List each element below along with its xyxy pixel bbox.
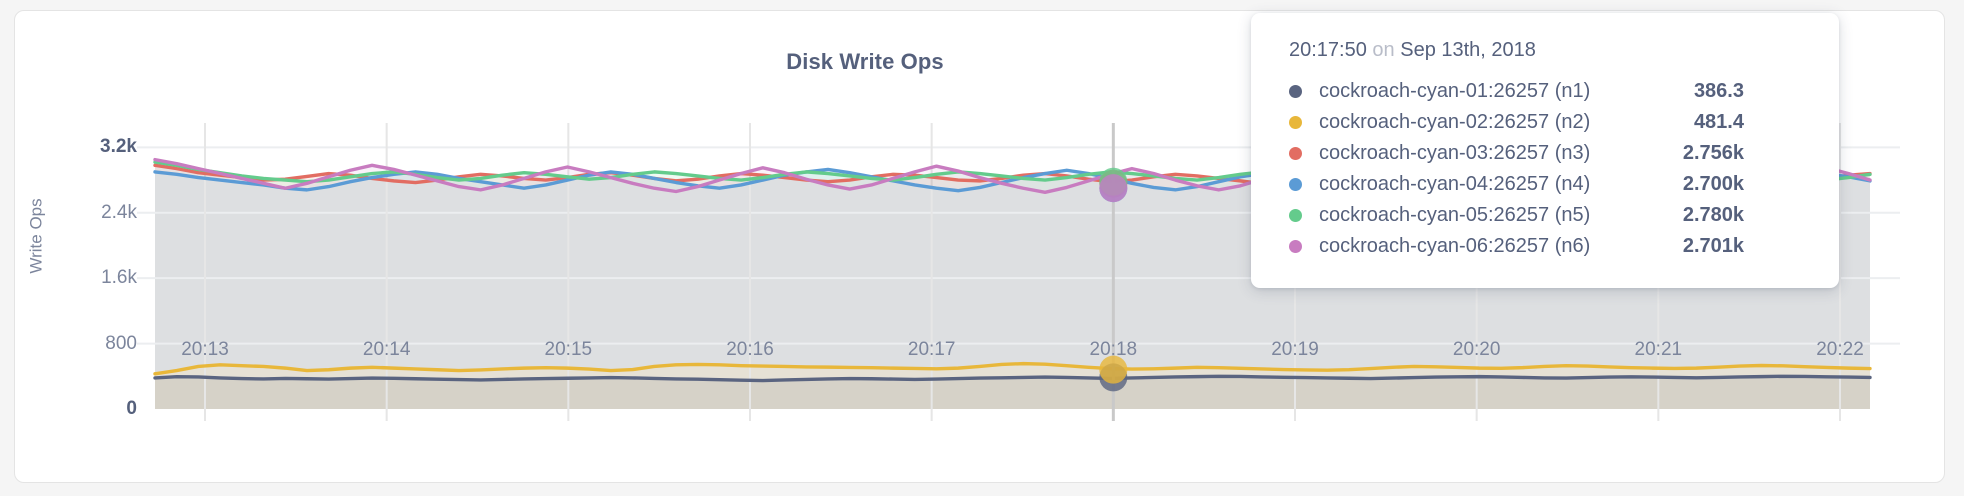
tooltip-series-value: 2.701k	[1682, 235, 1744, 257]
x-tick-label: 20:19	[1271, 339, 1319, 360]
x-tick-label: 20:13	[181, 339, 229, 360]
chart-card: Disk Write Ops 0 800 1.6k 2.4k 3.2k Write Op…	[14, 10, 1945, 483]
tooltip-series-value: 386.3	[1693, 80, 1744, 102]
x-tick-label: 20:20	[1452, 339, 1501, 360]
tooltip-series-value: 2.780k	[1682, 204, 1744, 226]
x-tick-label: 20:22	[1816, 339, 1864, 360]
n1-area-fill	[155, 376, 1870, 409]
tooltip-row: cockroach-cyan-03:26257 (n3) 2.756k	[1251, 138, 1839, 169]
hover-marker-n2	[1099, 355, 1128, 384]
hover-marker-n6	[1099, 174, 1128, 203]
tooltip-row: cockroach-cyan-05:26257 (n5) 2.780k	[1251, 200, 1839, 231]
tooltip-timestamp: 20:17:50 on Sep 13th, 2018	[1251, 39, 1839, 76]
tooltip-row: cockroach-cyan-06:26257 (n6) 2.701k	[1251, 231, 1839, 262]
y-axis-ticks: 0 800 1.6k 2.4k 3.2k	[45, 11, 137, 484]
y-tick-label: 2.4k	[101, 201, 137, 223]
x-tick-label: 20:14	[362, 339, 411, 360]
series-color-dot-icon	[1289, 178, 1302, 191]
series-color-dot-icon	[1289, 85, 1302, 98]
y-tick-label: 1.6k	[101, 267, 137, 289]
series-color-dot-icon	[1289, 240, 1302, 253]
series-color-dot-icon	[1289, 116, 1302, 129]
tooltip-row: cockroach-cyan-02:26257 (n2) 481.4	[1251, 107, 1839, 138]
series-line-n2	[153, 361, 1872, 376]
tooltip-series-label: cockroach-cyan-05:26257 (n5)	[1319, 204, 1591, 226]
tooltip-series-value: 2.700k	[1682, 173, 1744, 195]
series-line-n1	[153, 374, 1872, 383]
page-title: Disk Write Ops	[786, 49, 944, 74]
series-color-dot-icon	[1289, 147, 1302, 160]
tooltip-row: cockroach-cyan-01:26257 (n1) 386.3	[1251, 76, 1839, 107]
series-color-dot-icon	[1289, 209, 1302, 222]
y-tick-label: 0	[126, 398, 137, 419]
tooltip-series-label: cockroach-cyan-04:26257 (n4)	[1319, 173, 1591, 195]
tooltip-series-label: cockroach-cyan-02:26257 (n2)	[1319, 111, 1591, 133]
tooltip-date: Sep 13th, 2018	[1400, 39, 1536, 61]
hover-tooltip: 20:17:50 on Sep 13th, 2018 cockroach-cya…	[1251, 13, 1839, 288]
x-tick-label: 20:17	[907, 339, 956, 360]
x-axis-ticks: 20:13 20:14 20:15 20:16 20:17 20:18 20:19 20:20…	[15, 11, 1946, 484]
y-tick-label: 800	[105, 332, 137, 354]
tooltip-series-label: cockroach-cyan-03:26257 (n3)	[1319, 142, 1591, 164]
tooltip-series-list: cockroach-cyan-01:26257 (n1) 386.3 cockroa…	[1251, 76, 1839, 262]
tooltip-series-value: 481.4	[1693, 111, 1744, 133]
x-tick-label: 20:18	[1089, 339, 1138, 360]
tooltip-row: cockroach-cyan-04:26257 (n4) 2.700k	[1251, 169, 1839, 200]
x-tick-label: 20:16	[726, 339, 774, 360]
tooltip-on-word: on	[1372, 39, 1395, 61]
y-tick-label: 3.2k	[100, 136, 137, 158]
tooltip-time: 20:17:50	[1289, 39, 1367, 61]
tooltip-series-label: cockroach-cyan-01:26257 (n1)	[1319, 80, 1591, 102]
tooltip-series-value: 2.756k	[1682, 142, 1744, 164]
x-tick-label: 20:15	[544, 339, 593, 360]
x-tick-label: 20:21	[1634, 339, 1683, 360]
tooltip-series-label: cockroach-cyan-06:26257 (n6)	[1319, 235, 1591, 257]
